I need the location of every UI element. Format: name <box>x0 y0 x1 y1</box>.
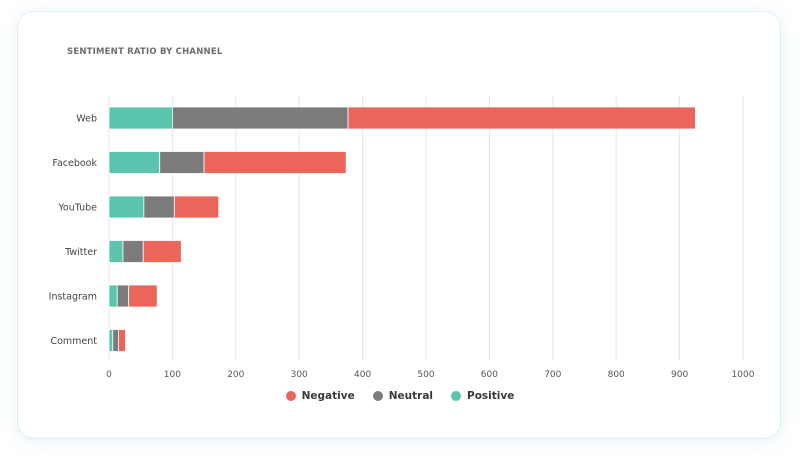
bar-negative-facebook[interactable] <box>203 151 347 174</box>
chart-card <box>18 12 780 438</box>
bar-positive-youtube[interactable] <box>108 195 145 219</box>
legend-item-positive[interactable]: Positive <box>451 390 514 402</box>
bar-positive-facebook[interactable] <box>108 151 161 174</box>
x-tick-label-4: 400 <box>354 370 371 380</box>
bar-negative-youtube[interactable] <box>173 195 220 219</box>
y-category-label-4: Instagram <box>49 292 97 303</box>
x-tick-label-1: 100 <box>164 370 181 380</box>
bar-positive-instagram[interactable] <box>108 284 118 308</box>
legend-label-positive: Positive <box>467 390 515 402</box>
chart-legend: Negative Neutral Positive <box>0 390 800 402</box>
bar-negative-web[interactable] <box>347 106 696 130</box>
y-category-label-1: Facebook <box>52 158 97 169</box>
bar-neutral-instagram[interactable] <box>116 284 130 308</box>
legend-swatch-neutral <box>372 391 383 401</box>
grid-lines <box>108 96 744 361</box>
legend-label-negative: Negative <box>301 390 355 402</box>
x-tick-label-6: 600 <box>481 370 498 380</box>
legend-item-negative[interactable]: Negative <box>285 390 355 402</box>
y-category-label-2: YouTube <box>57 203 97 214</box>
legend-swatch-negative <box>285 391 296 401</box>
bar-negative-instagram[interactable] <box>128 284 158 308</box>
x-tick-label-5: 500 <box>417 370 434 380</box>
x-tick-label-3: 300 <box>291 370 308 380</box>
x-tick-label-7: 700 <box>544 370 561 380</box>
x-tick-label-0: 0 <box>106 370 112 380</box>
bar-neutral-web[interactable] <box>171 106 349 130</box>
y-category-label-3: Twitter <box>64 247 97 258</box>
legend-swatch-positive <box>451 391 462 401</box>
bar-negative-comment[interactable] <box>118 329 126 352</box>
x-tick-label-8: 800 <box>608 370 625 380</box>
axis-labels: 0 100 200 300 400 500 600 700 800 900 1000 Web Faceb… <box>49 114 755 381</box>
bar-neutral-twitter[interactable] <box>122 240 144 263</box>
bar-positive-web[interactable] <box>108 106 173 130</box>
bar-positive-twitter[interactable] <box>108 240 124 263</box>
y-category-label-5: Comment <box>50 336 97 347</box>
x-tick-label-9: 900 <box>671 370 688 380</box>
legend-label-neutral: Neutral <box>388 390 434 402</box>
y-category-label-0: Web <box>76 114 97 125</box>
legend-item-neutral[interactable]: Neutral <box>372 390 434 402</box>
chart-title: SENTIMENT RATIO BY CHANNEL <box>67 47 223 57</box>
bars <box>108 106 696 352</box>
bar-positive-comment[interactable] <box>108 329 114 352</box>
bar-neutral-comment[interactable] <box>112 329 119 352</box>
x-tick-label-10: 1000 <box>732 370 755 380</box>
x-tick-label-2: 200 <box>227 370 244 380</box>
bar-neutral-youtube[interactable] <box>143 195 175 219</box>
bar-negative-twitter[interactable] <box>142 240 182 263</box>
bar-neutral-facebook[interactable] <box>159 151 205 174</box>
